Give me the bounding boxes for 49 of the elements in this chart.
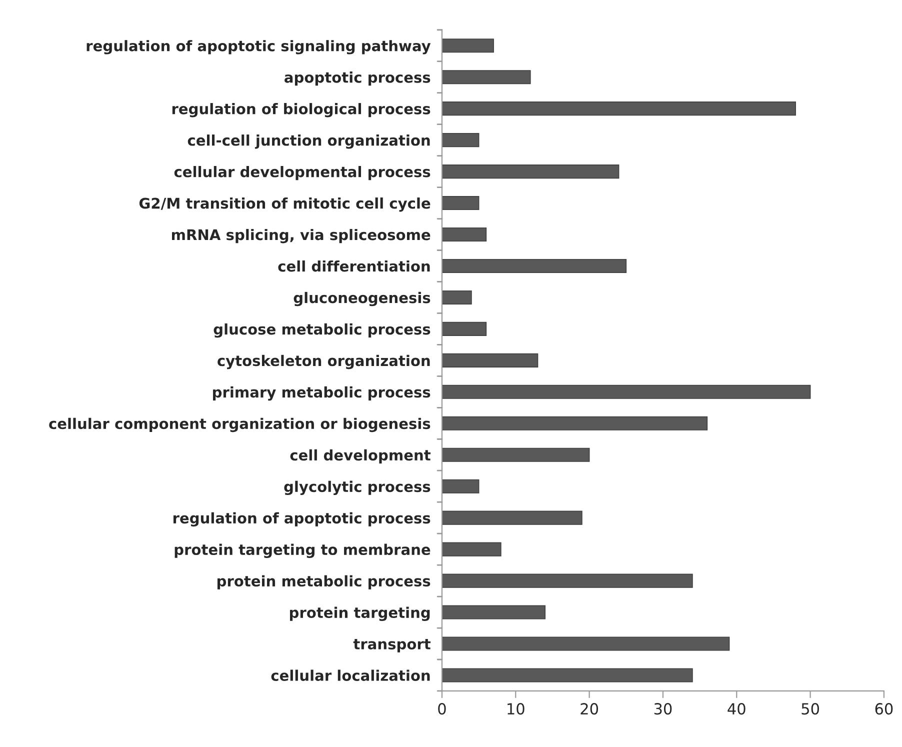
y-tick-label: cell development (290, 449, 431, 464)
y-tick-label: glycolytic process (284, 480, 430, 496)
x-tick-label: 30 (654, 703, 672, 715)
y-tick-label: G2/M transition of mitotic cell cycle (139, 197, 430, 212)
bar (442, 605, 546, 620)
y-tick-label: gluconeogenesis (294, 292, 430, 306)
bar (442, 258, 627, 274)
y-tick-label: cell-cell junction organization (188, 134, 430, 149)
bar (442, 102, 796, 116)
y-tick-label: cell differentiation (278, 260, 430, 272)
bar (442, 164, 620, 179)
y-tick-label: cellular component organization or biogenesis (49, 418, 430, 432)
bar (442, 38, 494, 53)
bar (442, 668, 693, 682)
y-tick-label: cytoskeleton organization (218, 354, 430, 370)
bar (442, 353, 538, 368)
x-tick-label: 40 (728, 703, 746, 715)
y-tick-label: transport (353, 639, 431, 652)
bar (442, 510, 582, 525)
bar (442, 290, 472, 304)
y-tick-label: glucose metabolic process (214, 323, 430, 338)
bar (442, 70, 531, 84)
bar (442, 542, 502, 556)
y-tick-label: regulation of apoptotic signaling pathway (86, 40, 431, 54)
bar (442, 636, 730, 651)
x-tick-label: 0 (438, 703, 446, 715)
bar (442, 574, 693, 588)
bar (442, 416, 708, 430)
y-tick-label: cellular localization (271, 670, 430, 681)
x-tick-label: 60 (875, 703, 893, 715)
bar (442, 384, 811, 399)
y-tick-label: apoptotic process (284, 72, 430, 86)
x-tick-label: 10 (508, 703, 524, 715)
x-tick-label: 50 (802, 703, 819, 715)
y-tick-label: regulation of biological process (172, 103, 430, 118)
x-tick-label: 20 (580, 703, 598, 715)
bar (442, 322, 487, 336)
bar (442, 196, 480, 210)
y-tick-label: mRNA splicing, via spliceosome (172, 228, 430, 244)
y-tick-label: regulation of apoptotic process (174, 512, 430, 527)
y-tick-label: cellular developmental process (174, 166, 430, 180)
bar (442, 448, 590, 462)
bar (442, 479, 480, 494)
y-tick-label: protein targeting to membrane (174, 544, 430, 558)
y-tick-label: protein metabolic process (218, 575, 430, 590)
y-tick-label: primary metabolic process (213, 386, 430, 401)
y-tick-label: protein targeting (290, 606, 430, 621)
bar (442, 133, 480, 148)
bar (442, 227, 487, 242)
